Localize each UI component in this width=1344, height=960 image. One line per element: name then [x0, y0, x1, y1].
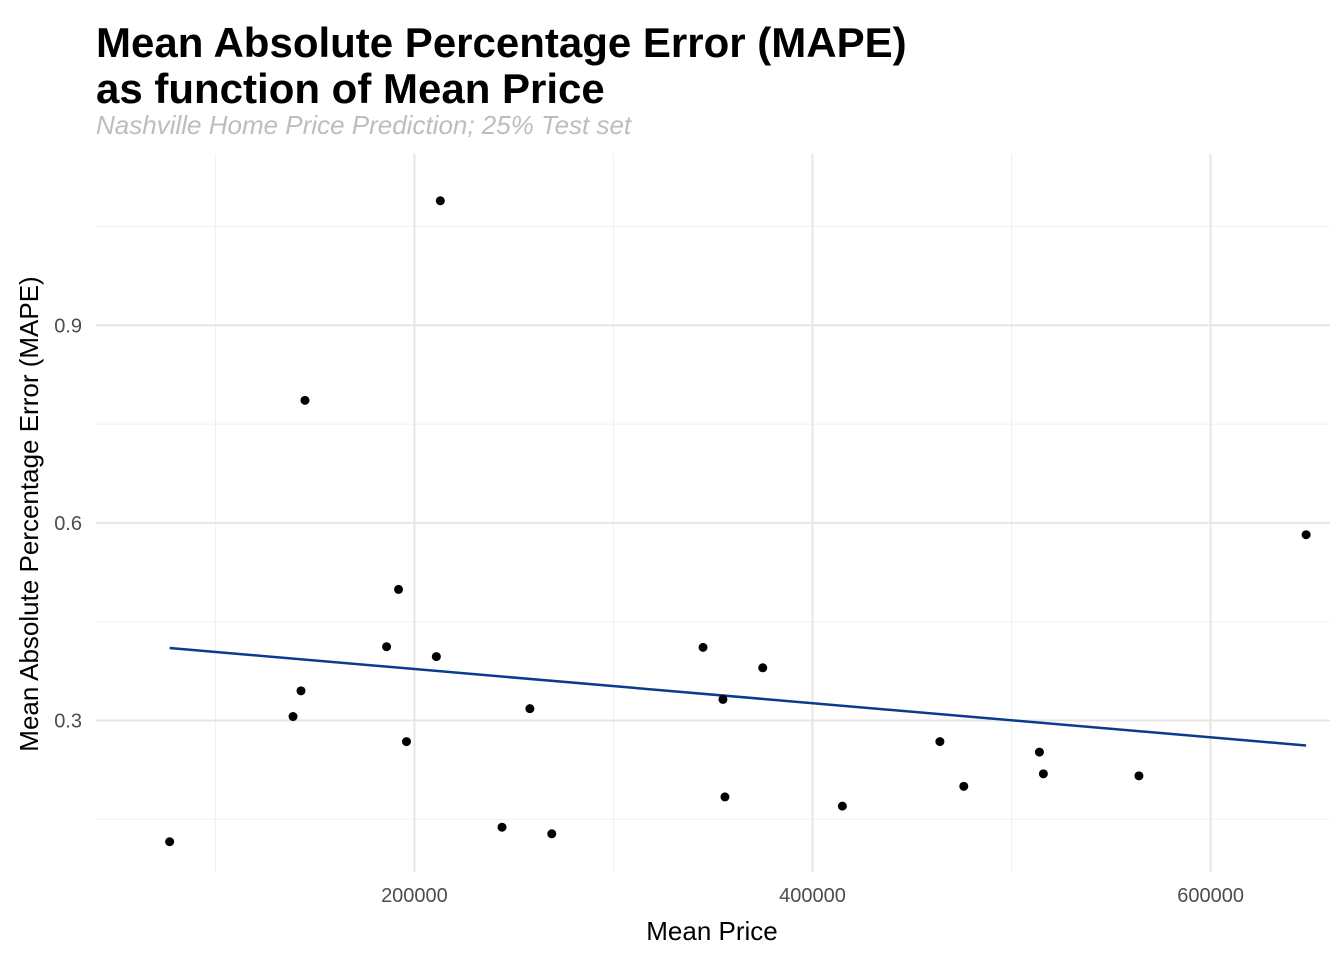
data-point: [394, 584, 404, 594]
data-point: [758, 663, 768, 673]
minor-gridlines: [96, 154, 1330, 872]
data-point: [431, 652, 441, 662]
data-point: [497, 822, 507, 832]
major-gridlines: [96, 154, 1330, 872]
data-point: [525, 704, 535, 714]
data-point: [288, 712, 298, 722]
y-axis-ticks: 0.3 0.6 0.9: [54, 315, 82, 732]
x-tick-label: 400000: [779, 885, 846, 907]
data-point: [837, 801, 847, 811]
x-tick-label: 200000: [381, 885, 448, 907]
data-point: [296, 686, 306, 696]
data-point: [720, 792, 730, 802]
data-point: [935, 737, 945, 747]
data-point: [382, 642, 392, 652]
x-axis-ticks: 200000 400000 600000: [381, 885, 1244, 907]
chart-title-line1: Mean Absolute Percentage Error (MAPE): [96, 19, 907, 66]
data-point: [435, 196, 445, 206]
chart-subtitle: Nashville Home Price Prediction; 25% Tes…: [96, 110, 632, 140]
y-axis-title: Mean Absolute Percentage Error (MAPE): [14, 276, 44, 751]
y-tick-label: 0.3: [54, 710, 82, 732]
chart-title: Mean Absolute Percentage Error (MAPE) as …: [96, 20, 907, 112]
data-point: [1134, 771, 1144, 781]
data-point: [1038, 769, 1048, 779]
data-point: [300, 395, 310, 405]
data-point: [1034, 747, 1044, 757]
data-point: [401, 737, 411, 747]
points-layer: [165, 196, 1311, 847]
chart-title-line2: as function of Mean Price: [96, 65, 605, 112]
x-axis-title: Mean Price: [646, 916, 778, 946]
x-tick-label: 600000: [1177, 885, 1244, 907]
data-point: [959, 781, 969, 791]
data-point: [698, 642, 708, 652]
y-tick-label: 0.6: [54, 513, 82, 535]
data-point: [547, 829, 557, 839]
trend-line: [169, 646, 1307, 747]
trend-line-layer: [169, 646, 1307, 747]
data-point: [1301, 530, 1311, 540]
y-tick-label: 0.9: [54, 315, 82, 337]
data-point: [718, 694, 728, 704]
data-point: [165, 837, 175, 847]
